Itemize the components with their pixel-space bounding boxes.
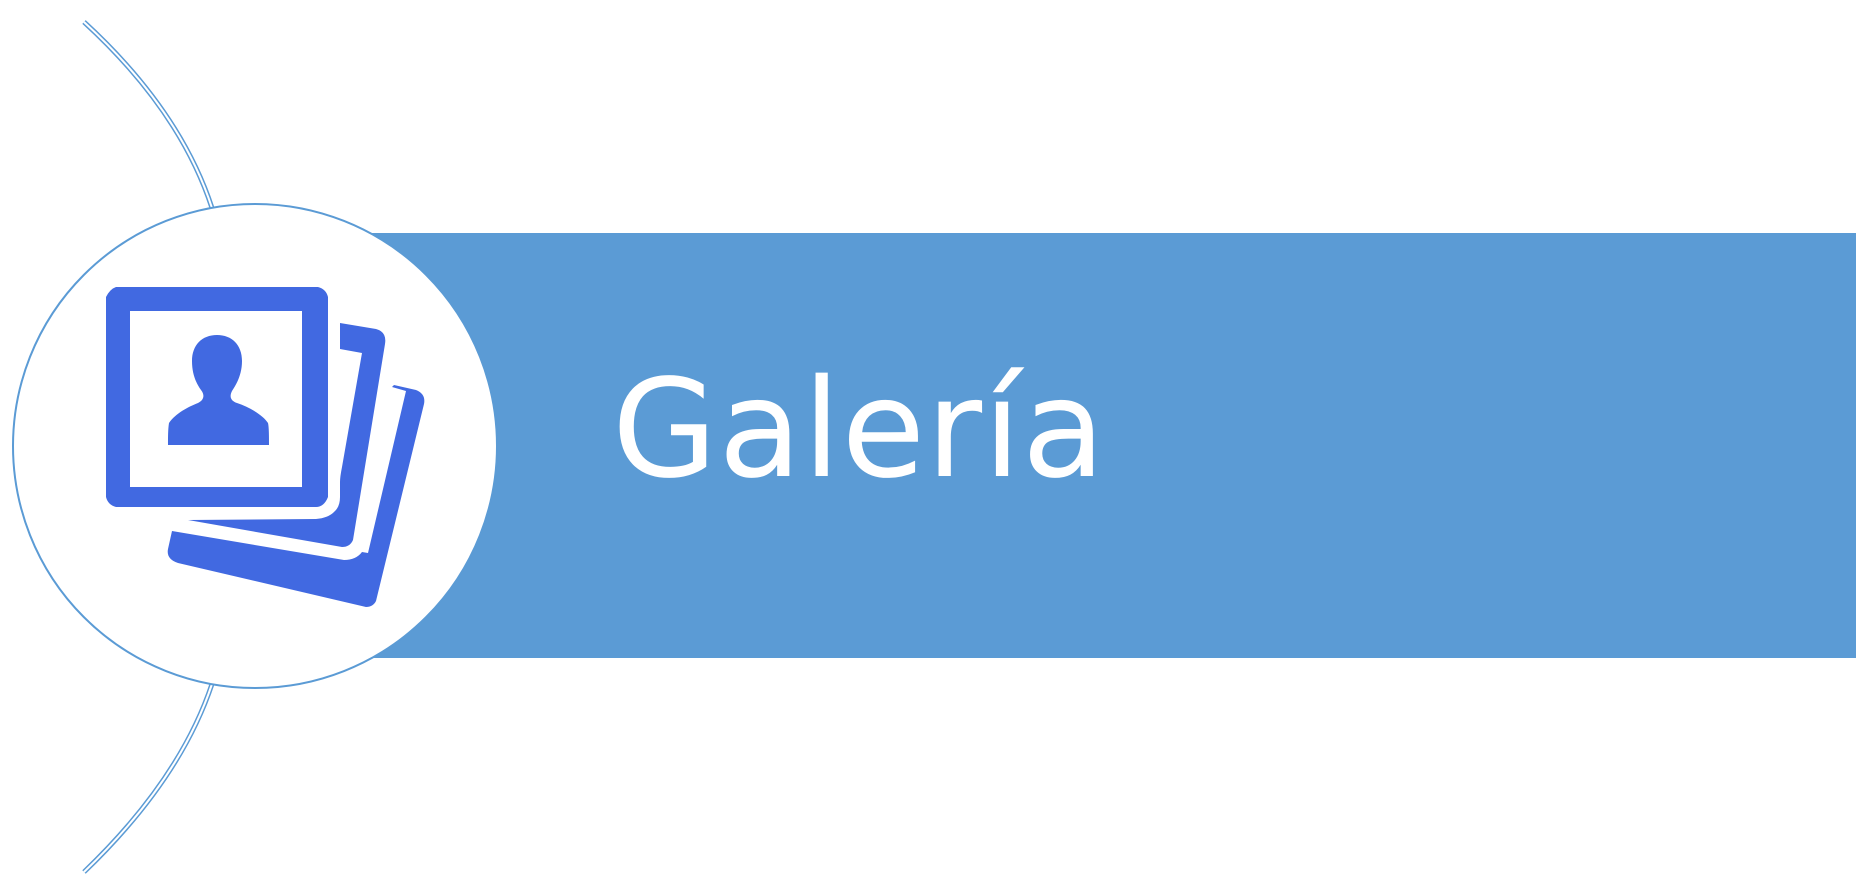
page-title: Galería	[612, 351, 1107, 509]
icon-badge-circle	[12, 203, 498, 689]
title-band	[360, 233, 1856, 658]
middle-photo-icon	[188, 323, 386, 547]
back-photo-icon	[167, 385, 425, 607]
front-photo-icon	[106, 287, 328, 507]
person-silhouette-icon	[168, 335, 269, 445]
photo-gallery-icon	[106, 287, 425, 607]
